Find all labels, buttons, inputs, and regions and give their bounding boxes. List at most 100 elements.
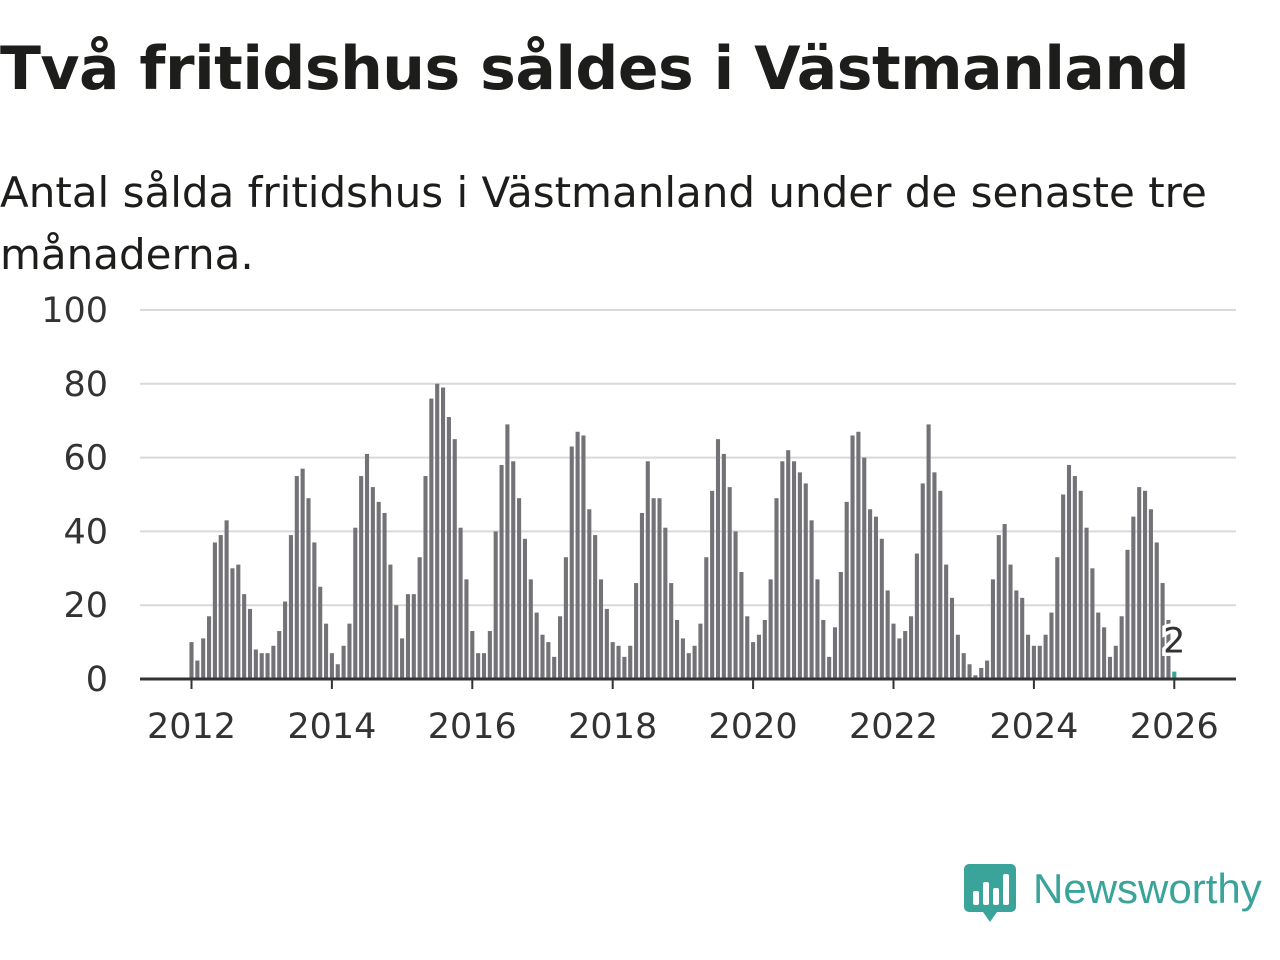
bar <box>1102 627 1107 679</box>
y-tick-label: 80 <box>63 365 108 405</box>
bar <box>335 664 340 679</box>
bar <box>961 653 966 679</box>
bar <box>347 623 352 679</box>
bar <box>938 490 943 679</box>
bar <box>505 424 510 679</box>
bar <box>803 483 808 679</box>
bar <box>400 638 405 679</box>
bar <box>639 512 644 679</box>
bar <box>318 586 323 679</box>
bar <box>446 417 451 679</box>
bar <box>1143 490 1148 679</box>
bar <box>435 383 440 679</box>
bar <box>909 616 914 679</box>
bar <box>797 472 802 679</box>
x-tick-label: 2024 <box>989 707 1078 747</box>
bar <box>651 498 656 679</box>
y-tick-label: 0 <box>86 660 108 700</box>
bar <box>575 431 580 679</box>
chart-subtitle: Antal sålda fritidshus i Västmanland und… <box>0 168 1207 279</box>
bar <box>423 476 428 679</box>
x-tick-label: 2016 <box>428 707 517 747</box>
bar <box>914 553 919 679</box>
bar <box>955 634 960 679</box>
bar <box>511 461 516 679</box>
bar <box>704 557 709 679</box>
bar <box>692 645 697 679</box>
y-tick-label: 20 <box>63 586 108 626</box>
x-tick-label: 2020 <box>709 707 798 747</box>
bar <box>832 627 838 679</box>
bar <box>294 476 299 679</box>
bar <box>271 645 276 679</box>
bar <box>856 431 861 679</box>
bar <box>604 608 609 679</box>
bar <box>780 461 785 679</box>
bar <box>715 439 721 679</box>
bar <box>815 579 820 679</box>
bar <box>329 653 334 679</box>
bar <box>189 642 194 679</box>
bar <box>283 601 288 679</box>
bar <box>821 619 826 679</box>
bar <box>756 634 761 679</box>
bar <box>212 542 217 679</box>
y-tick-label: 60 <box>63 439 108 479</box>
bar <box>762 619 767 679</box>
bar <box>932 472 937 679</box>
bar <box>353 527 358 679</box>
bar <box>201 638 206 679</box>
bar <box>429 398 434 679</box>
bar <box>230 568 235 679</box>
bar <box>522 538 527 679</box>
bar <box>1026 634 1031 679</box>
bar <box>628 645 633 679</box>
bar <box>733 531 738 679</box>
bar <box>218 535 223 679</box>
bar <box>1125 549 1130 679</box>
bar <box>569 446 574 679</box>
bar <box>675 619 680 679</box>
bar <box>786 450 791 679</box>
bar <box>493 531 498 679</box>
bar <box>809 520 814 679</box>
bar <box>727 487 732 679</box>
bar <box>967 664 972 679</box>
bar <box>552 656 557 679</box>
bar <box>616 645 621 679</box>
bar <box>1160 583 1165 679</box>
bar <box>517 498 522 679</box>
bar <box>1154 542 1159 679</box>
bar <box>394 605 399 679</box>
bar <box>376 501 381 679</box>
bar <box>458 527 463 679</box>
y-tick-label: 40 <box>63 512 108 552</box>
bar <box>470 631 475 679</box>
x-tick-label: 2026 <box>1130 707 1219 747</box>
bar <box>1148 509 1153 679</box>
bar <box>721 453 726 679</box>
bar <box>277 631 282 679</box>
bar <box>745 616 750 679</box>
bar <box>224 520 229 679</box>
bar <box>985 660 990 679</box>
latest-value-label: 2 <box>1163 622 1185 662</box>
bar <box>388 564 393 679</box>
bar <box>534 612 539 679</box>
bar <box>481 653 487 679</box>
bar <box>558 616 563 679</box>
bar <box>792 461 797 679</box>
bar <box>868 509 873 679</box>
bar <box>1166 619 1171 679</box>
bar <box>1119 616 1124 679</box>
bar <box>768 579 773 679</box>
bar <box>253 649 258 679</box>
bar <box>885 590 890 679</box>
bar <box>1078 490 1083 679</box>
newsworthy-wordmark: Newsworthy <box>1033 865 1262 912</box>
bar <box>587 509 592 679</box>
bar <box>879 538 884 679</box>
bar <box>528 579 533 679</box>
bar <box>324 623 329 679</box>
